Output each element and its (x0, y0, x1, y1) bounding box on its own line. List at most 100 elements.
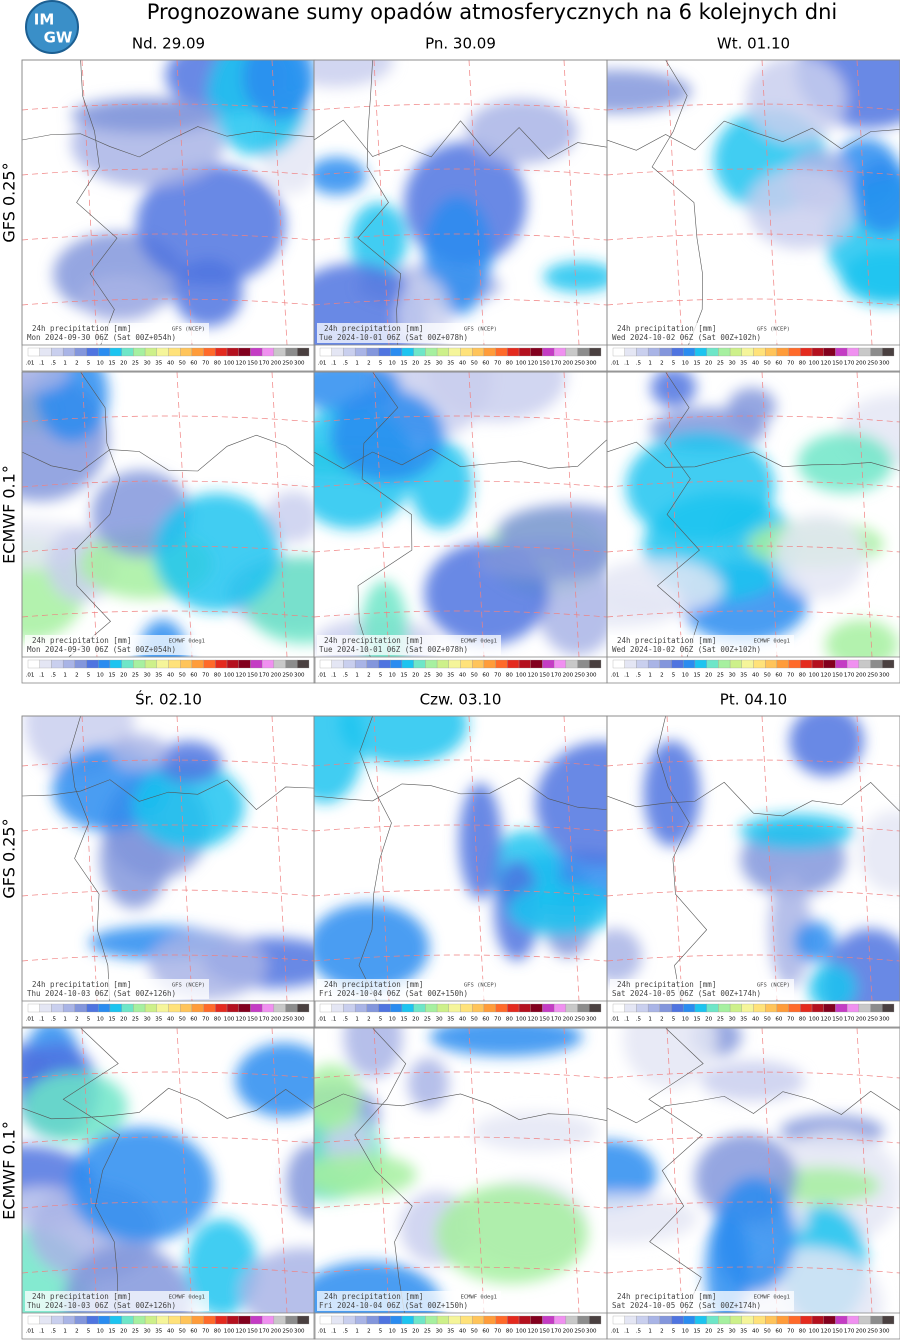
border (22, 126, 315, 158)
colorbar-label: .5 (51, 361, 57, 367)
colorbar-label: 5 (672, 361, 676, 367)
colorbar-box (870, 347, 883, 357)
colorbar-label: .5 (51, 673, 57, 679)
lon-line (373, 60, 390, 345)
lat-line (314, 233, 607, 241)
colorbar-box (413, 1003, 426, 1013)
lon-line (271, 372, 288, 657)
lon-line (373, 372, 390, 657)
colorbar-label: 70 (787, 1017, 794, 1023)
colorbar-label: 35 (155, 361, 162, 367)
colorbar-label: 1 (355, 673, 359, 679)
border (62, 1028, 121, 1313)
colorbar-label: 60 (190, 1329, 197, 1335)
colorbar-label: 170 (259, 673, 270, 679)
lon-line (761, 60, 778, 345)
lon-line (563, 716, 580, 1001)
colorbar-box (285, 347, 298, 357)
colorbar-box (741, 347, 754, 357)
colorbar-label: 120 (528, 1329, 539, 1335)
colorbar-label: 2 (367, 1017, 371, 1023)
colorbar-box (366, 1315, 379, 1325)
colorbar-label: 300 (294, 1017, 305, 1023)
colorbar-label: 10 (389, 361, 396, 367)
lon-line (856, 372, 873, 657)
colorbar-label: 60 (482, 361, 489, 367)
colorbar-box (51, 1003, 64, 1013)
lat-line (607, 889, 900, 897)
colorbar-label: 15 (693, 361, 700, 367)
colorbar-box (823, 659, 836, 669)
colorbar-box (215, 1003, 228, 1013)
colorbar-label: 150 (247, 1017, 258, 1023)
precip-area (235, 1042, 315, 1118)
colorbar-box (250, 659, 263, 669)
colorbar-box (671, 1003, 684, 1013)
colorbar-label: .01 (318, 1329, 327, 1335)
colorbar-box (144, 1315, 157, 1325)
colorbar-box (612, 1315, 625, 1325)
source: GFS (NCEP) (464, 327, 497, 333)
map (607, 716, 900, 1001)
colorbar-label: 5 (672, 1329, 676, 1335)
source: GFS (NCEP) (172, 327, 205, 333)
colorbar-box (262, 1003, 275, 1013)
colorbar-label: 1 (648, 1017, 652, 1023)
colorbar-label: 80 (506, 361, 513, 367)
colorbar-label: 200 (271, 361, 282, 367)
colorbar-label: 10 (682, 1329, 689, 1335)
lat-line (22, 168, 315, 176)
colorbar-label: 60 (482, 1017, 489, 1023)
colorbar-box (659, 347, 672, 357)
colorbar-label: 60 (190, 361, 197, 367)
colorbar-label: 250 (867, 1329, 878, 1335)
colorbar-label: 50 (764, 1329, 771, 1335)
colorbar-box (741, 1003, 754, 1013)
colorbar-box (671, 659, 684, 669)
colorbar-box (647, 1003, 660, 1013)
colorbar-box (144, 347, 157, 357)
colorbar-box (413, 347, 426, 357)
colorbar-box (612, 1003, 625, 1013)
colorbar-label: 35 (155, 1017, 162, 1023)
colorbar-label: 30 (436, 1329, 443, 1335)
colorbar-label: 250 (574, 1017, 585, 1023)
model-label: ECMWF 0.1° (0, 1121, 19, 1220)
colorbar-label: 10 (389, 673, 396, 679)
colorbar-label: 30 (729, 1017, 736, 1023)
colorbar-box (694, 1315, 707, 1325)
colorbar-label: 50 (471, 673, 478, 679)
lon-line (563, 372, 580, 657)
colorbar-box (354, 1003, 367, 1013)
precip-area (852, 160, 900, 235)
lon-line (666, 716, 683, 1001)
colorbar-box (401, 659, 414, 669)
panel-frame (606, 59, 900, 372)
map-panel: 24h precipitation [mm] GFS (NCEP)Mon 2024… (21, 59, 316, 372)
colorbar-label: 10 (97, 1017, 104, 1023)
map (22, 716, 315, 1001)
lat-line (22, 759, 315, 767)
colorbar-label: 70 (787, 1329, 794, 1335)
colorbar-label: 80 (214, 673, 221, 679)
colorbar-label: 300 (294, 1329, 305, 1335)
colorbar-label: .5 (343, 673, 349, 679)
precip-area (435, 1184, 589, 1284)
border (354, 1028, 413, 1313)
caption: 24h precipitation [mm] (32, 324, 131, 333)
colorbar-label: 5 (379, 1017, 383, 1023)
colorbar-box (612, 659, 625, 669)
colorbar-label: .01 (611, 1017, 620, 1023)
colorbar-label: .1 (624, 361, 629, 367)
colorbar-label: 5 (87, 673, 91, 679)
colorbar-box (882, 1315, 895, 1325)
colorbar-box (51, 347, 64, 357)
colorbar-label: 70 (494, 1329, 501, 1335)
colorbar-label: 60 (775, 1017, 782, 1023)
colorbar-box (788, 659, 801, 669)
colorbar-label: 2 (367, 361, 371, 367)
lat-line (314, 1136, 607, 1144)
colorbar-label: 100 (224, 361, 235, 367)
valid-time: Sat 2024-10-05 06Z (Sat 00Z+174h) (612, 989, 761, 998)
colorbar-box (683, 347, 696, 357)
